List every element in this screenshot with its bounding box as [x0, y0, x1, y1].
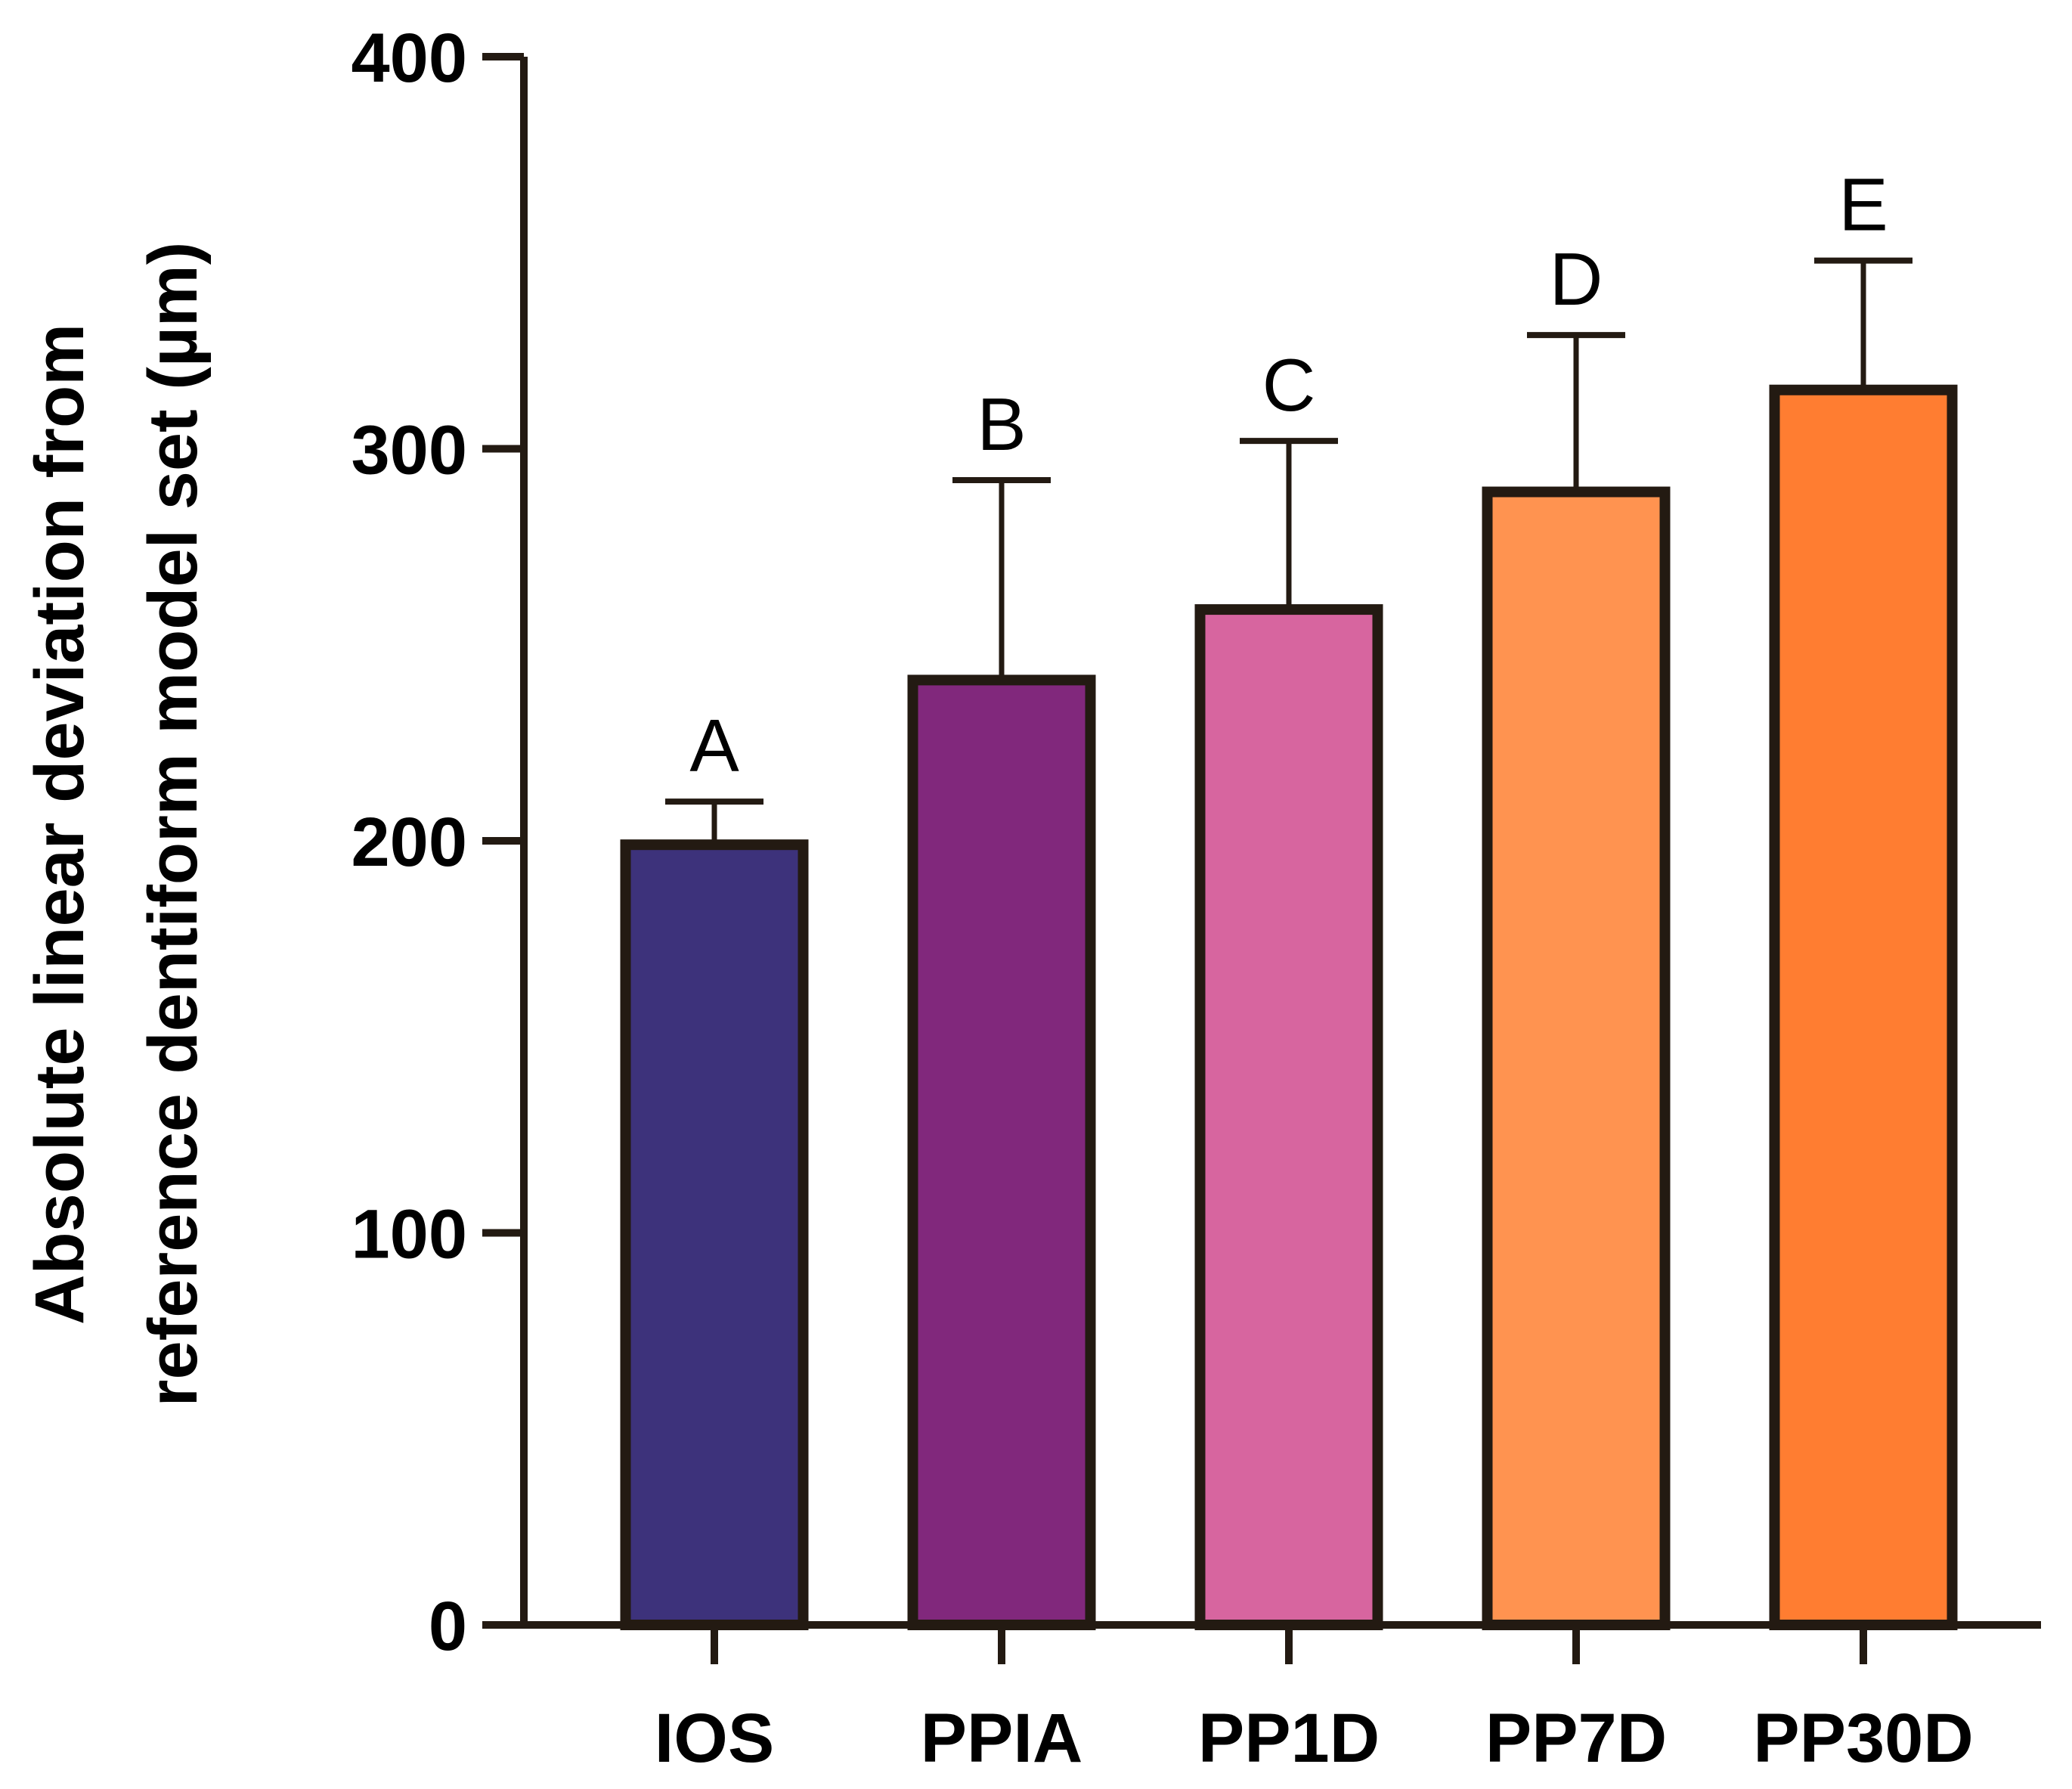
- x-tick-label-pp30d: PP30D: [1753, 1700, 1974, 1777]
- y-axis-title-line-2: reference dentiform model set (µm): [135, 242, 212, 1407]
- y-tick-label-400: 400: [352, 20, 468, 97]
- x-tick-label-ppia: PPIA: [921, 1700, 1083, 1777]
- y-tick-label-100: 100: [352, 1196, 468, 1273]
- y-axis-title-line-1: Absolute linear deviation from: [21, 324, 98, 1325]
- significance-letter-ppia: B: [977, 383, 1026, 466]
- x-tick-label-ios: IOS: [655, 1700, 774, 1777]
- significance-letter-pp1d: C: [1262, 343, 1316, 426]
- bar-pp30d: [1769, 384, 1958, 1630]
- x-tick-label-pp7d: PP7D: [1485, 1700, 1667, 1777]
- bar-ios: [620, 839, 809, 1630]
- y-tick-label-0: 0: [429, 1588, 467, 1665]
- y-tick-label-300: 300: [352, 412, 468, 489]
- x-tick-label-pp1d: PP1D: [1198, 1700, 1380, 1777]
- significance-letter-ios: A: [689, 704, 739, 787]
- significance-letters-group: A B C D E: [689, 163, 1888, 788]
- y-axis-title: Absolute linear deviation from reference…: [21, 242, 212, 1407]
- error-bars-group: [665, 257, 1912, 845]
- y-tick-label-200: 200: [352, 804, 468, 881]
- bar-pp7d: [1482, 486, 1671, 1630]
- bar-pp1d: [1194, 604, 1383, 1631]
- significance-letter-pp30d: E: [1838, 163, 1888, 246]
- bar-ppia: [907, 674, 1096, 1630]
- significance-letter-pp7d: D: [1550, 237, 1603, 321]
- ticks-group: IOS PPIA PP1D PP7D PP30D 0 100 200 300 400: [352, 20, 1974, 1777]
